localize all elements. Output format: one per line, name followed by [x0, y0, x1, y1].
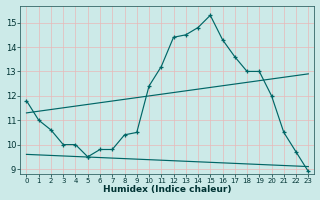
X-axis label: Humidex (Indice chaleur): Humidex (Indice chaleur) [103, 185, 232, 194]
